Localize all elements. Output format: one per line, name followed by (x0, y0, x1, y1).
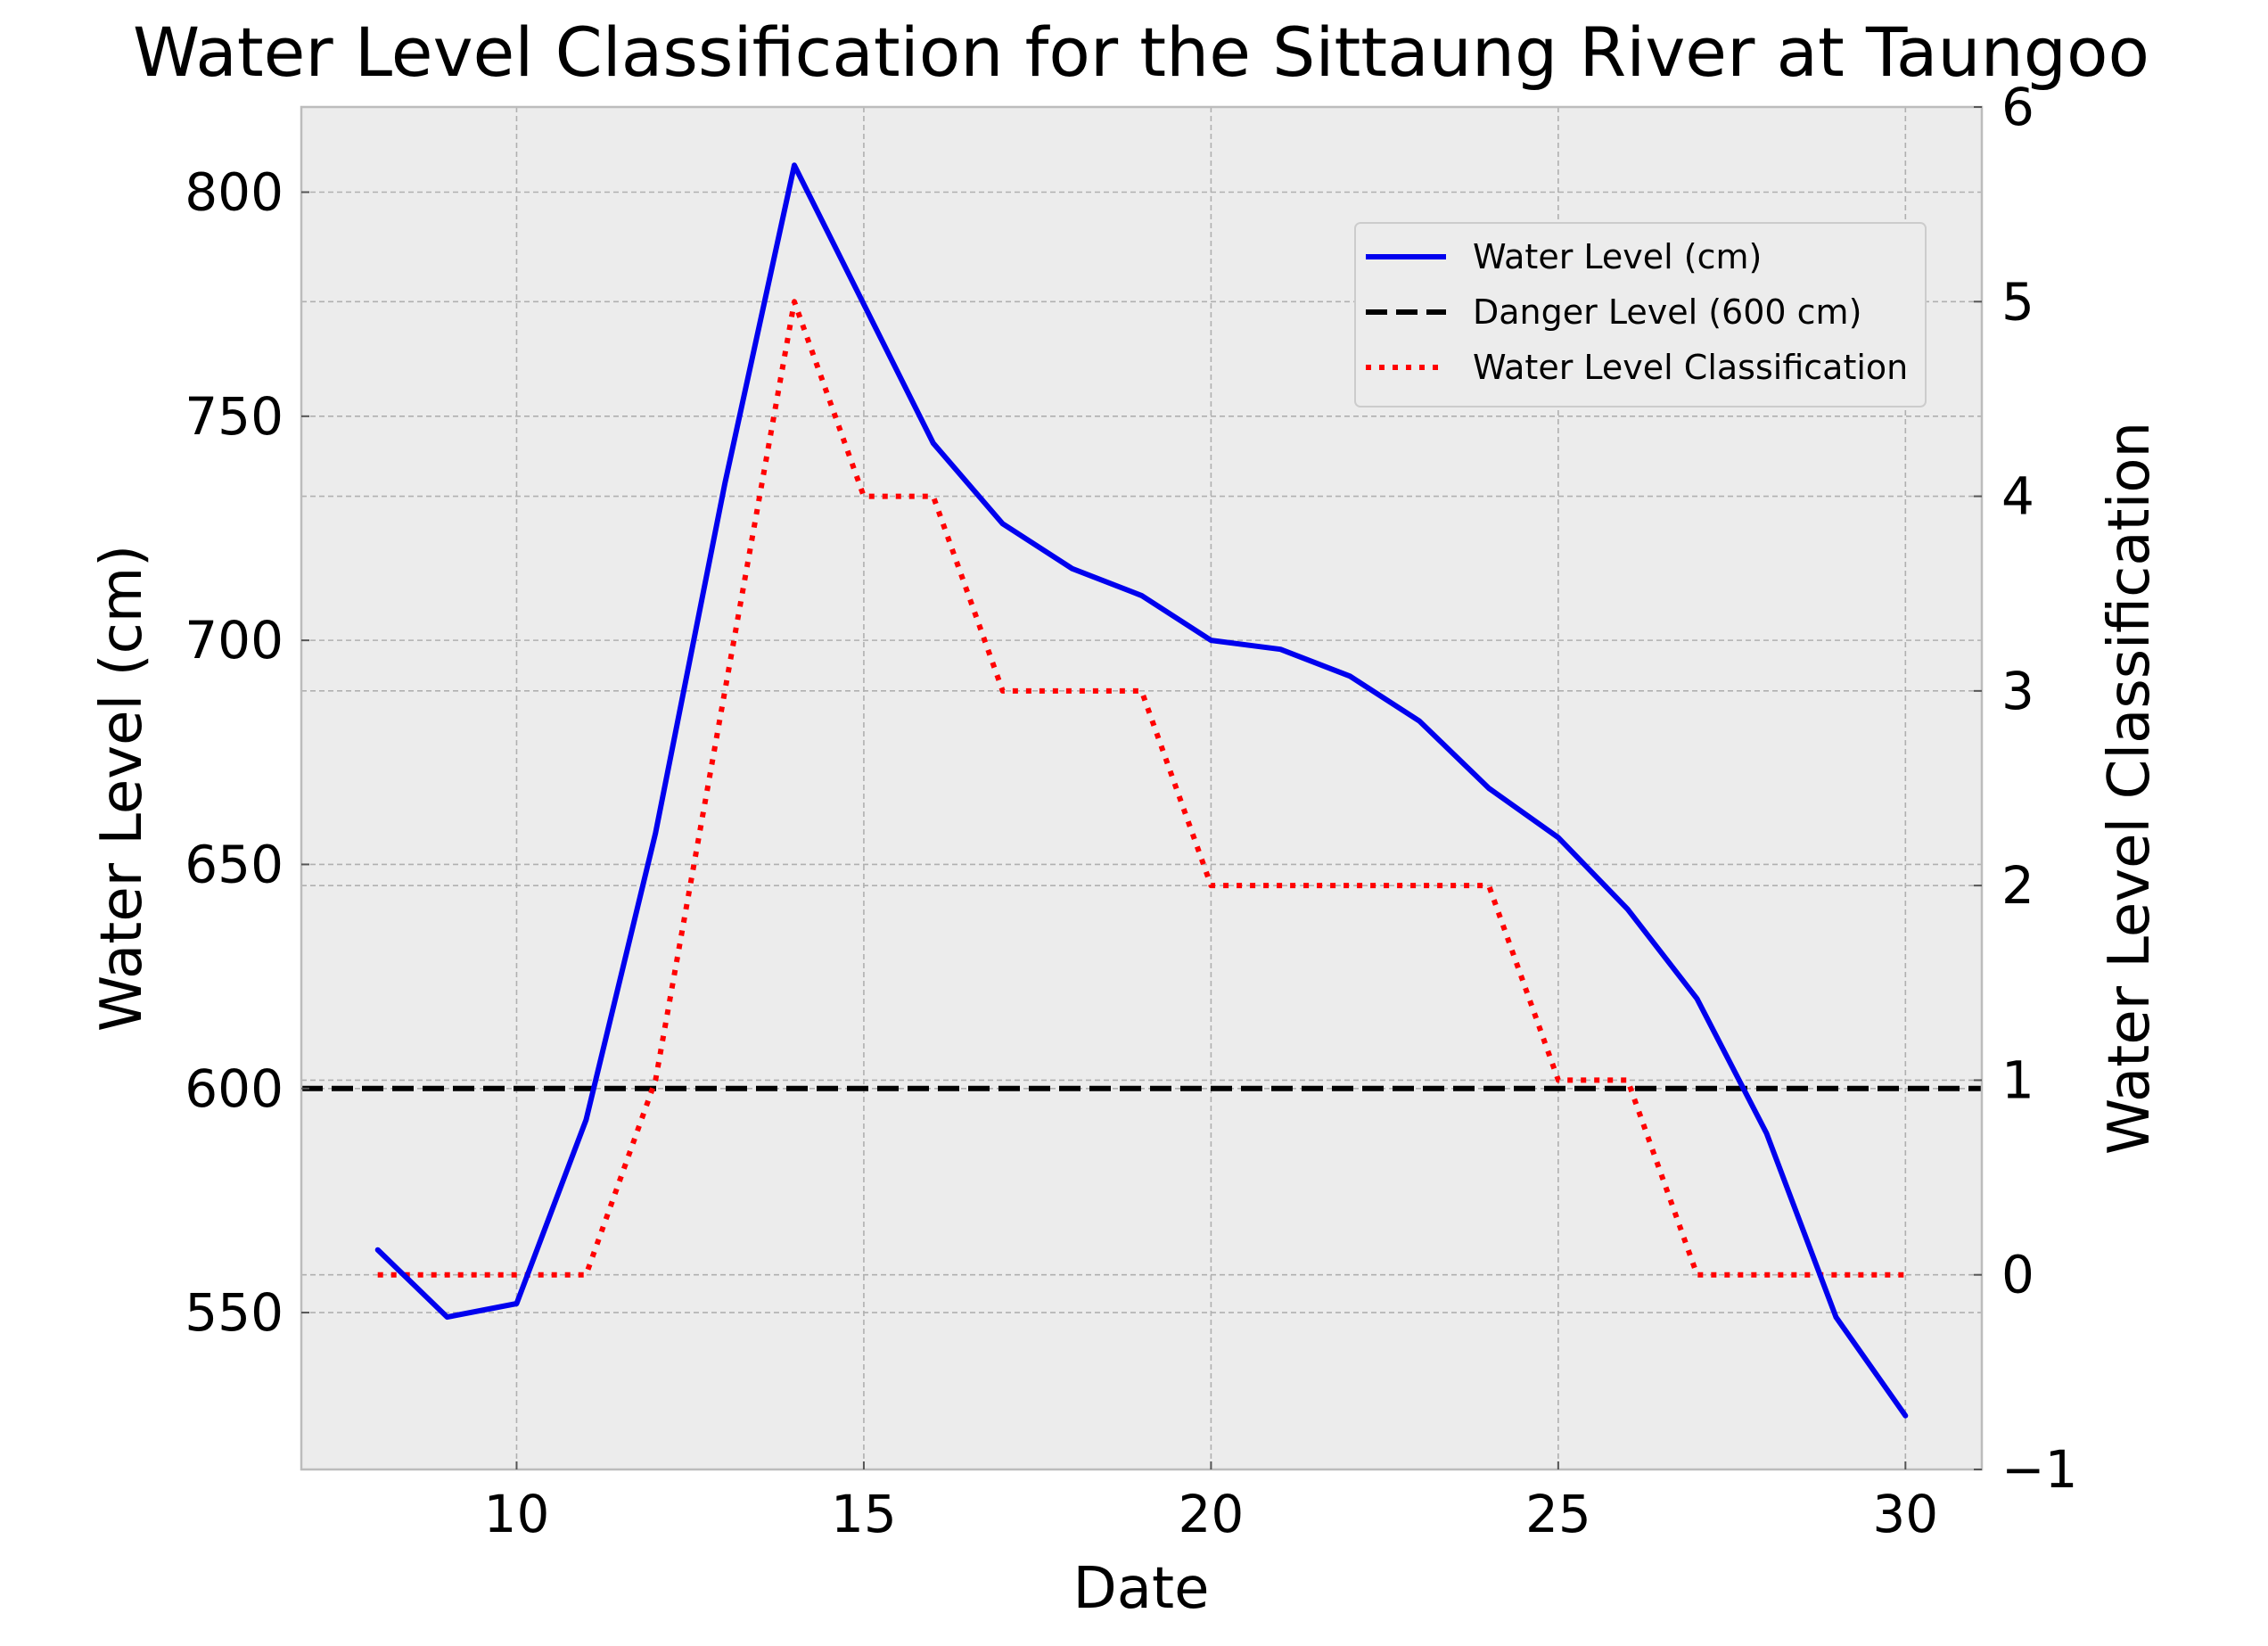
y2-tick-label: 2 (2001, 855, 2034, 916)
legend-label-danger-level: Danger Level (600 cm) (1473, 292, 1861, 332)
x-tick-label: 20 (1178, 1484, 1244, 1544)
y2-tick-label: 5 (2001, 271, 2034, 332)
y2-tick-label: 1 (2001, 1049, 2034, 1110)
y2-tick-label: 6 (2001, 77, 2034, 137)
x-tick-label: 10 (484, 1484, 550, 1544)
x-tick-label: 25 (1525, 1484, 1591, 1544)
plot-frame (300, 105, 1984, 1471)
water-level-line (374, 162, 1909, 1419)
legend-box (1354, 222, 1927, 407)
axis-ticks: 10 15 20 25 30 550 600 650 700 750 800 −1 0 1 2 3 4 5 6 (185, 77, 2077, 1544)
y-tick-label: 700 (185, 610, 284, 671)
x-axis-label: Date (1073, 1556, 1210, 1622)
y-tick-label: 800 (185, 162, 284, 223)
x-tick-label: 15 (831, 1484, 897, 1544)
y2-axis-label: Water Level Classification (2097, 422, 2163, 1155)
grid-lines (301, 107, 1982, 1469)
y2-tick-label: 0 (2001, 1245, 2034, 1305)
y2-tick-label: 3 (2001, 661, 2034, 721)
legend-label-water-level: Water Level (cm) (1473, 237, 1762, 276)
legend-label-classification: Water Level Classification (1473, 348, 1908, 387)
chart-title: Water Level Classification for the Sitta… (133, 12, 2149, 92)
x-tick-label: 30 (1872, 1484, 1938, 1544)
y-tick-label: 750 (185, 386, 284, 447)
y-axis-label: Water Level (cm) (89, 545, 155, 1032)
y2-tick-label: 4 (2001, 466, 2034, 527)
y-tick-label: 650 (185, 834, 284, 894)
y-tick-label: 550 (185, 1282, 284, 1343)
y-tick-label: 600 (185, 1058, 284, 1119)
y2-tick-label: −1 (2001, 1439, 2078, 1500)
legend: Water Level (cm) Danger Level (600 cm) W… (1354, 222, 1927, 407)
data-series (301, 162, 1982, 1419)
